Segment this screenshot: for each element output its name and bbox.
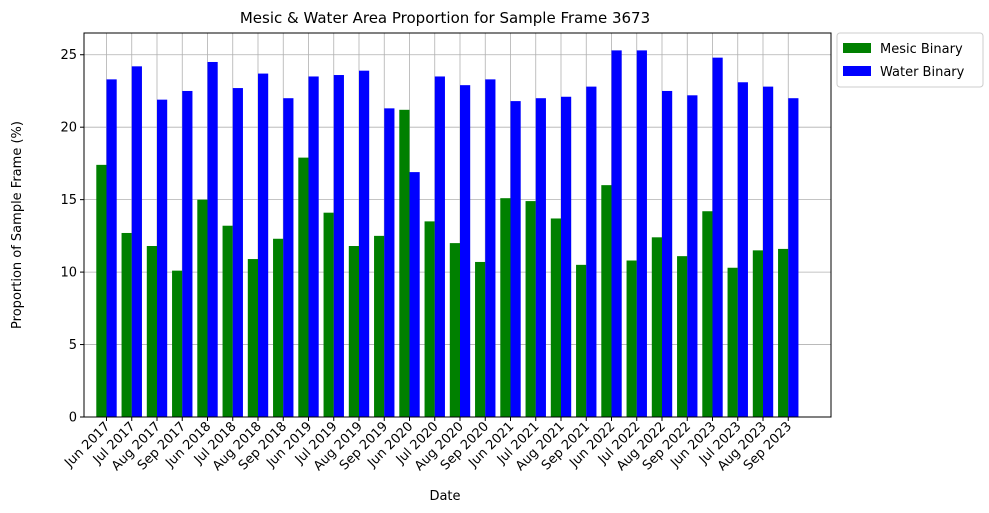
bar-water <box>308 76 319 418</box>
bar-mesic <box>273 238 284 417</box>
y-tick-label: 0 <box>69 411 77 426</box>
y-tick-label: 10 <box>60 266 77 281</box>
bar-mesic <box>197 199 208 417</box>
bar-water <box>182 90 193 417</box>
y-tick-label: 25 <box>60 48 77 63</box>
bar-water <box>687 95 698 417</box>
bar-water <box>157 99 168 417</box>
chart-title: Mesic & Water Area Proportion for Sample… <box>240 9 650 27</box>
bar-mesic <box>222 225 233 417</box>
bar-water <box>460 85 471 417</box>
bar-mesic <box>727 267 738 417</box>
y-axis-label: Proportion of Sample Frame (%) <box>10 121 25 329</box>
bar-water <box>611 50 622 418</box>
bar-water <box>510 101 521 418</box>
bar-water <box>131 66 142 417</box>
legend: Mesic Binary Water Binary <box>836 32 984 88</box>
bar-mesic <box>121 232 132 417</box>
bar-water <box>763 86 774 417</box>
bar-mesic <box>500 198 511 417</box>
bar-water <box>662 90 673 417</box>
bar-water <box>384 108 395 417</box>
legend-swatch-water <box>843 66 871 76</box>
y-tick-label: 5 <box>69 338 77 353</box>
y-tick-label: 15 <box>60 193 77 208</box>
bar-mesic <box>475 261 486 417</box>
bar-mesic <box>449 243 460 417</box>
bar-mesic <box>348 246 359 417</box>
bar-water <box>106 79 117 417</box>
bar-mesic <box>576 264 587 417</box>
bar-water <box>712 57 723 417</box>
bar-mesic <box>677 256 688 417</box>
bar-mesic <box>752 250 763 417</box>
bar-water <box>561 96 572 418</box>
bar-mesic <box>601 185 612 417</box>
bar-water <box>636 50 647 418</box>
legend-label-mesic: Mesic Binary <box>880 42 963 57</box>
bar-mesic <box>298 157 309 417</box>
bar-mesic <box>374 235 385 417</box>
bar-mesic <box>424 221 435 417</box>
legend-frame <box>836 32 984 88</box>
bar-mesic <box>146 246 157 417</box>
bar-water <box>207 61 218 417</box>
y-axis: 0 5 10 15 20 25 <box>60 48 84 426</box>
bar-water <box>283 98 294 417</box>
bar-mesic <box>702 211 713 417</box>
plot-frame <box>83 32 832 418</box>
bar-water <box>232 88 243 417</box>
bar-mesic <box>172 270 183 417</box>
bar-mesic <box>778 248 789 417</box>
bar-water <box>485 79 496 417</box>
bar-water <box>788 98 799 417</box>
bar-water <box>409 172 420 417</box>
legend-swatch-mesic <box>843 43 871 53</box>
x-axis-label: Date <box>429 489 460 504</box>
bar-water <box>333 75 344 417</box>
bar-mesic <box>323 212 334 417</box>
bar-water <box>737 82 748 418</box>
bar-mesic <box>651 237 662 417</box>
bar-water <box>359 70 370 417</box>
bar-mesic <box>550 218 561 417</box>
y-tick-label: 20 <box>60 121 77 136</box>
legend-label-water: Water Binary <box>880 65 965 80</box>
bar-water <box>535 98 546 417</box>
bar-mesic <box>247 259 258 417</box>
bar-mesic <box>626 260 637 417</box>
bar-water <box>586 86 597 417</box>
bar-mesic <box>399 109 410 418</box>
bar-water <box>258 73 269 418</box>
bar-mesic <box>525 201 536 417</box>
bars <box>96 50 799 418</box>
bar-water <box>434 76 445 418</box>
bar-mesic <box>96 164 107 417</box>
